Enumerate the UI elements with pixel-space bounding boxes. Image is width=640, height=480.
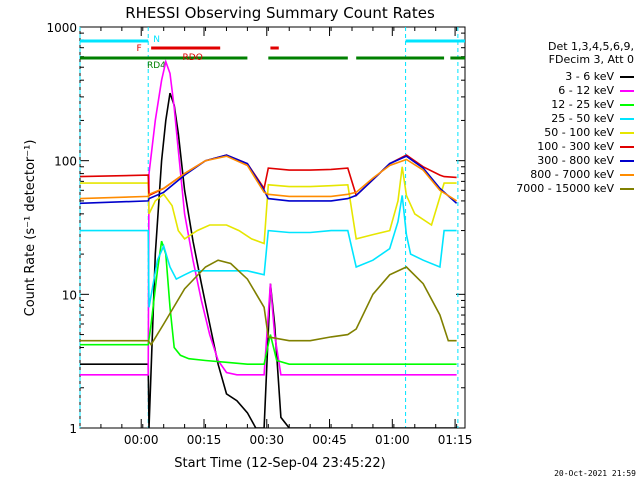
legend-item-label: 300 - 800 keV xyxy=(537,154,614,167)
series-line xyxy=(80,195,457,308)
flag-label: RDO xyxy=(183,53,203,63)
legend-swatch xyxy=(620,188,634,190)
legend-swatch xyxy=(620,146,634,148)
legend-item: 300 - 800 keV xyxy=(516,154,634,168)
legend-item: 50 - 100 keV xyxy=(516,126,634,140)
legend-swatch xyxy=(620,76,634,78)
legend-item: 3 - 6 keV xyxy=(516,70,634,84)
y-tick-label: 100 xyxy=(54,155,77,169)
legend-item: 7000 - 15000 keV xyxy=(516,182,634,196)
legend-swatch xyxy=(620,132,634,134)
series-line xyxy=(80,259,457,347)
flag-label: F xyxy=(136,44,141,54)
x-tick-label: 00:00 xyxy=(124,433,159,447)
timestamp: 20-Oct-2021 21:59 xyxy=(554,469,636,478)
legend-item: 800 - 7000 keV xyxy=(516,168,634,182)
chart-title: RHESSI Observing Summary Count Rates xyxy=(125,4,435,22)
legend-item-label: 800 - 7000 keV xyxy=(530,168,614,181)
legend-item-label: 7000 - 15000 keV xyxy=(516,182,614,195)
plot-frame xyxy=(79,26,466,429)
y-tick-label: 1 xyxy=(69,422,77,436)
legend-item: 25 - 50 keV xyxy=(516,112,634,126)
x-axis-label: Start Time (12-Sep-04 23:45:22) xyxy=(174,456,385,471)
series-line xyxy=(80,58,457,376)
legend-item-label: 50 - 100 keV xyxy=(544,126,614,139)
legend-swatch xyxy=(620,90,634,92)
legend-swatch xyxy=(620,174,634,176)
legend-item: 12 - 25 keV xyxy=(516,98,634,112)
x-tick-label: 01:00 xyxy=(375,433,410,447)
legend: 3 - 6 keV 6 - 12 keV 12 - 25 keV 25 - 50 ke… xyxy=(516,70,634,196)
legend-item-label: 3 - 6 keV xyxy=(565,70,614,83)
x-tick-label: 00:30 xyxy=(249,433,284,447)
legend-swatch xyxy=(620,118,634,120)
legend-item: 6 - 12 keV xyxy=(516,84,634,98)
y-axis-label: Count Rate (s⁻¹ detector⁻¹) xyxy=(23,140,38,317)
legend-item-label: 12 - 25 keV xyxy=(551,98,614,111)
series-line xyxy=(80,240,457,366)
legend-header-line-2: FDecim 3, Att 0 xyxy=(548,53,634,66)
flag-label: RD4 xyxy=(147,61,166,71)
legend-swatch xyxy=(620,160,634,162)
legend-swatch xyxy=(620,104,634,106)
y-tick-label: 1000 xyxy=(46,21,77,35)
legend-item: 100 - 300 keV xyxy=(516,140,634,154)
series-line xyxy=(80,166,457,245)
series-line xyxy=(80,154,458,205)
flag-label: N xyxy=(153,35,160,45)
legend-item-label: 6 - 12 keV xyxy=(558,84,614,97)
series-line xyxy=(80,92,457,428)
x-tick-label: 01:15 xyxy=(438,433,473,447)
series-line xyxy=(80,155,458,202)
x-tick-label: 00:45 xyxy=(312,433,347,447)
legend-item-label: 100 - 300 keV xyxy=(537,140,614,153)
x-tick-label: 00:15 xyxy=(187,433,222,447)
y-tick-label: 10 xyxy=(62,288,77,302)
legend-header-line-1: Det 1,3,4,5,6,9, xyxy=(547,40,634,53)
legend-item-label: 25 - 50 keV xyxy=(551,112,614,125)
